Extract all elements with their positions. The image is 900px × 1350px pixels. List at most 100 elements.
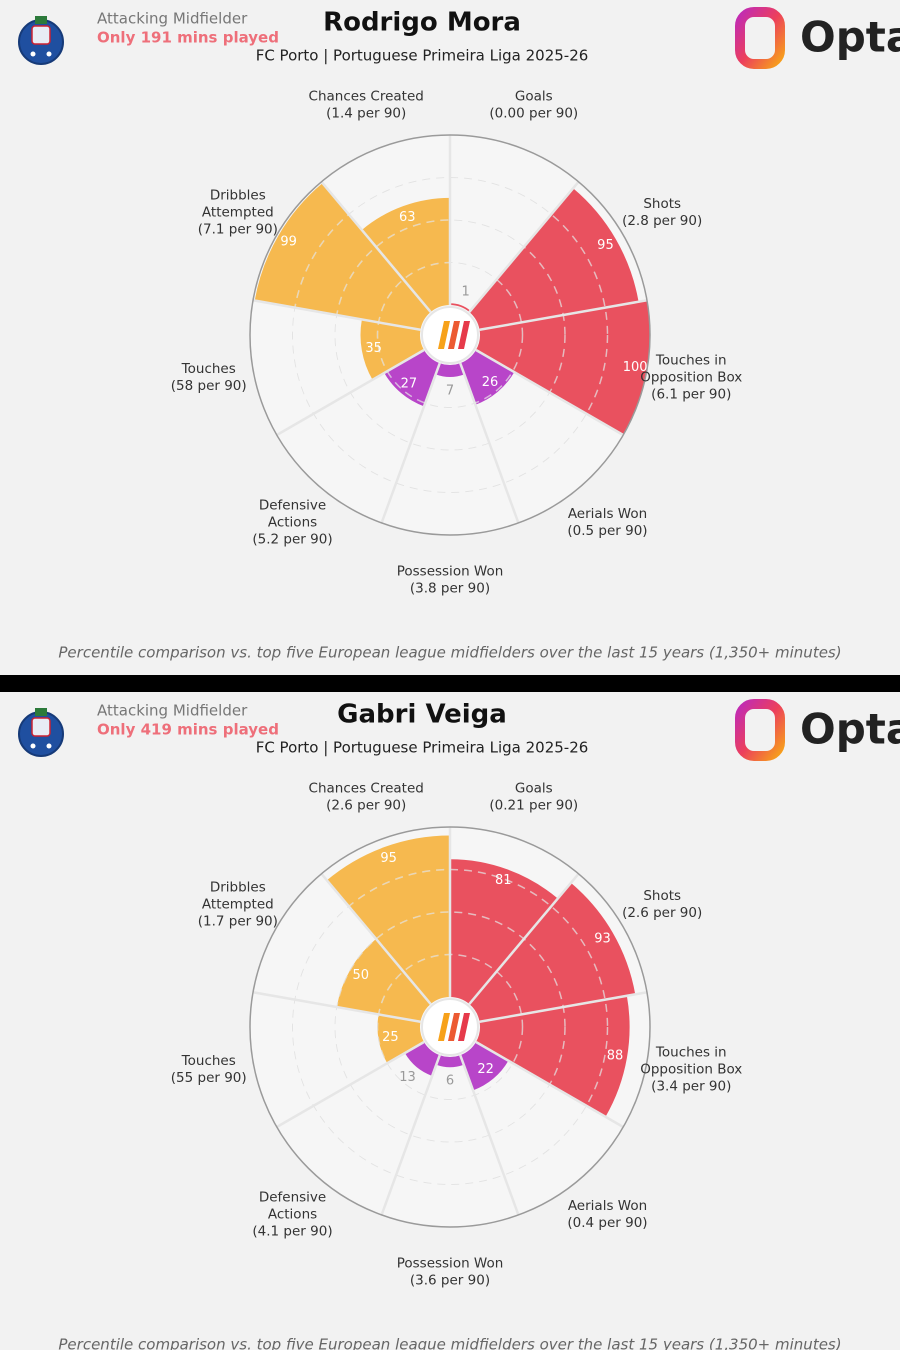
per90-label: (4.1 per 90) [252,1224,332,1240]
category-label: Opposition Box [640,370,742,386]
logo-stroke [448,321,460,349]
slice [436,1055,464,1068]
category-label: Touches [181,361,236,377]
grid-ring [334,219,566,451]
slice [336,938,431,1022]
value-label: 22 [477,1062,494,1077]
value-label: 35 [365,341,382,356]
divider [0,675,900,692]
slice [384,350,440,407]
logo-stroke [438,1013,450,1041]
separator [380,1054,441,1216]
separator [475,1040,624,1129]
crest-dot [30,51,36,57]
brand: Opta [800,705,900,754]
logo-stroke [438,321,450,349]
separator [459,362,520,524]
category-label: Shots [643,196,681,212]
per90-label: (58 per 90) [171,378,247,394]
category-label: Touches in [655,353,727,369]
center-logo [421,998,479,1056]
value-label: 6 [446,1074,454,1089]
value-label: 27 [401,376,418,391]
separator [380,362,441,524]
crest-crown [35,16,47,24]
category-label: Goals [515,780,553,796]
category-label: Aerials Won [568,1198,647,1214]
category-label: Opposition Box [640,1062,742,1078]
slice [475,995,630,1117]
value-label: 7 [446,383,454,398]
value-label: 93 [594,931,611,946]
crest-dot [46,743,52,749]
per90-label: (0.21 per 90) [489,797,578,813]
per90-label: (55 per 90) [171,1070,247,1086]
category-label: Shots [643,888,681,904]
per90-label: (0.4 per 90) [567,1215,647,1231]
per90-label: (3.8 per 90) [410,581,490,597]
category-label: Possession Won [397,1256,504,1272]
category-label: Defensive [259,1190,326,1206]
slice [377,1014,425,1064]
separator [459,1054,520,1216]
chart-title: Rodrigo Mora [323,8,521,38]
crest-crown [35,708,47,716]
category-label: Chances Created [309,780,424,796]
category-label: Touches [181,1053,236,1069]
value-label: 25 [382,1030,399,1045]
category-label: Defensive [259,498,326,514]
grid-ring [334,911,566,1143]
chart-subtitle: FC Porto | Portuguese Primeira Liga 2025… [256,739,589,757]
slice [450,303,471,313]
per90-label: (0.00 per 90) [489,105,578,121]
crest-dot [46,51,52,57]
per90-label: (3.6 per 90) [410,1273,490,1289]
brand: Opta [800,13,900,62]
per90-label: (7.1 per 90) [198,222,278,238]
chart-title: Gabri Veiga [337,700,507,730]
separator [252,299,421,332]
club-crest [18,16,64,65]
minutes-note: Only 419 mins played [97,721,279,739]
position: Attacking Midfielder [97,702,248,720]
category-label: Chances Created [309,88,424,104]
club-crest [18,708,64,757]
per90-label: (5.2 per 90) [252,532,332,548]
crest-dot [30,743,36,749]
chart-subtitle: FC Porto | Portuguese Primeira Liga 2025… [256,47,589,65]
per90-label: (1.7 per 90) [198,914,278,930]
per90-label: (1.4 per 90) [326,105,406,121]
value-label: 95 [380,851,397,866]
logo-stroke [458,1013,470,1041]
per90-label: (0.5 per 90) [567,523,647,539]
value-label: 13 [399,1070,416,1085]
grid-ring [292,869,608,1185]
separator [320,180,432,313]
crest-shield [31,25,51,45]
opta-mark [735,7,785,69]
crest-shield [31,717,51,737]
slice [404,1042,440,1076]
separator [468,872,580,1005]
per90-label: (2.6 per 90) [326,797,406,813]
slice [450,859,558,1005]
logo-stroke [458,321,470,349]
separator [276,1040,425,1129]
outer-ring [249,826,651,1228]
value-label: 26 [482,375,499,390]
category-label: Goals [515,88,553,104]
value-label: 88 [607,1049,624,1064]
category-label: Possession Won [397,564,504,580]
value-label: 99 [280,234,297,249]
category-label: Touches in [655,1045,727,1061]
value-label: 95 [597,238,614,253]
separator [475,348,624,437]
separator [276,348,425,437]
separator [479,299,648,332]
slice [469,188,639,330]
per90-label: (6.1 per 90) [651,387,731,403]
